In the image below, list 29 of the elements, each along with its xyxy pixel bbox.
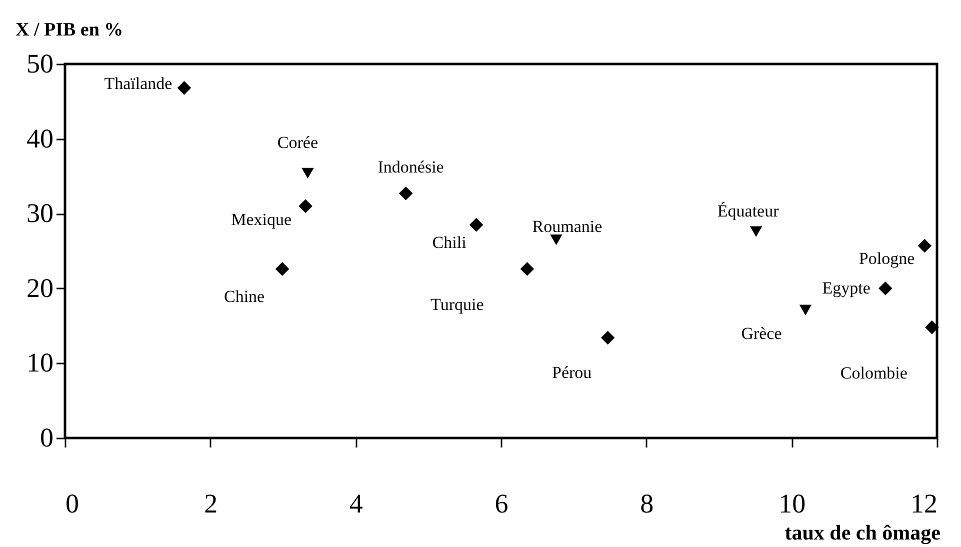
x-tick-label: 10 [778,488,806,518]
y-tick-label: 20 [26,272,54,303]
y-tick-label: 50 [26,48,54,78]
annotation: Corée [277,133,318,152]
annotation: Chine [224,286,265,306]
y-tick-label: 40 [26,123,54,154]
x-tick-label: 2 [204,488,218,518]
y-tick-label: 10 [26,348,54,378]
annotation: Egypte [822,278,870,298]
annotation: Indonésie [378,157,444,176]
x-tick-label: 0 [66,488,79,518]
x-tick-label: 6 [494,488,508,518]
x-axis-title: taux de ch ômage [784,520,940,544]
y-tick-label: 30 [26,198,54,228]
x-tick-label: 12 [910,488,938,518]
annotation: Pologne [858,248,915,268]
annotation: Équateur [717,202,780,221]
y-tick-label: 0 [40,422,54,452]
annotation: Mexique [231,210,292,230]
x-tick-label: 8 [640,488,654,518]
annotation: Turquie [430,294,484,314]
annotation: Thaïlande [104,74,172,93]
annotation: Colombie [840,363,908,382]
x-tick-label: 4 [349,488,364,518]
annotation: Grèce [741,324,782,344]
annotation: Chili [432,232,467,252]
annotation: Roumanie [532,216,602,236]
annotation: Pérou [552,362,592,382]
y-axis-title: X / PIB en % [16,20,124,40]
